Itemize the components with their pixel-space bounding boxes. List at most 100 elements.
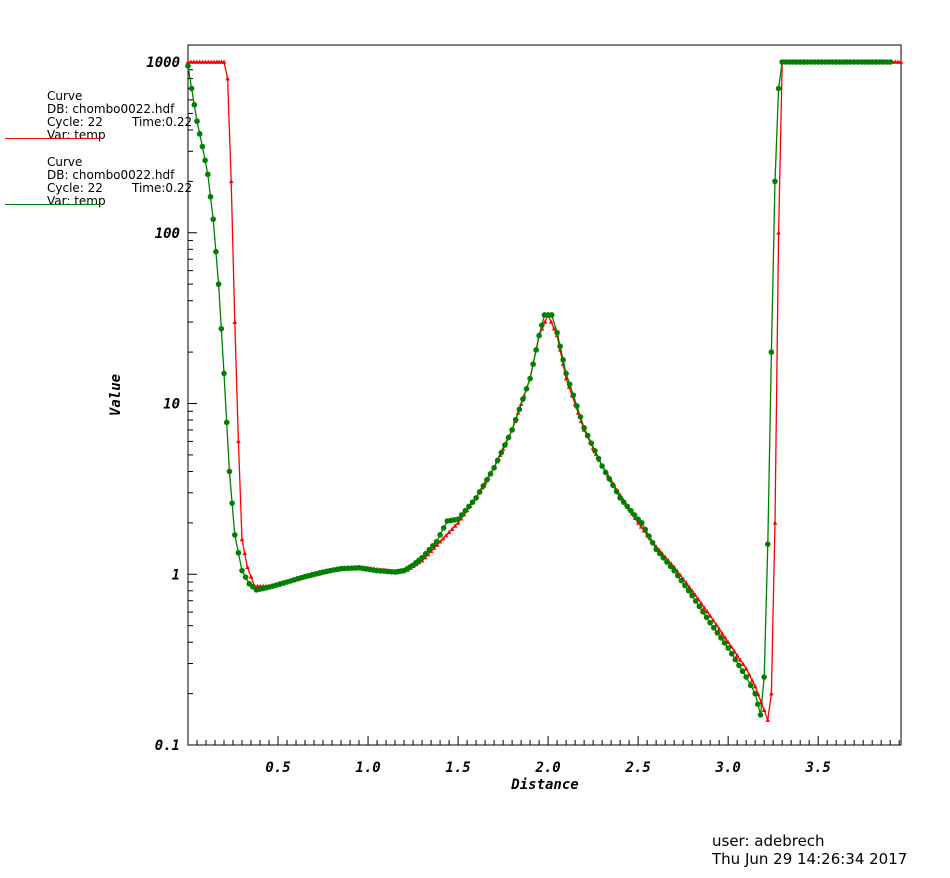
series-point-green bbox=[755, 701, 761, 708]
series-point-green bbox=[469, 499, 476, 505]
series-point-green bbox=[685, 587, 692, 594]
series-point-green bbox=[689, 592, 695, 599]
series-point-green bbox=[484, 477, 490, 483]
series-point-green bbox=[533, 347, 539, 353]
series-point-red bbox=[452, 523, 458, 528]
y-tick-label: 10 bbox=[163, 397, 180, 413]
series-point-green bbox=[595, 455, 602, 462]
series-point-red bbox=[248, 574, 254, 579]
series-point-green bbox=[419, 554, 425, 561]
series-point-green bbox=[714, 630, 721, 636]
legend-db: DB: chombo0022.hdf bbox=[47, 102, 175, 116]
series-point-green bbox=[747, 682, 754, 689]
series-point-green bbox=[703, 614, 710, 621]
series-point-green bbox=[191, 102, 198, 108]
y-axis-title: Value bbox=[108, 374, 124, 416]
series-point-green bbox=[620, 499, 627, 505]
series-point-red bbox=[551, 326, 557, 331]
series-point-green bbox=[887, 59, 893, 65]
series-point-green bbox=[221, 370, 227, 377]
series-point-red bbox=[200, 59, 205, 64]
series-point-green bbox=[752, 690, 758, 697]
legend-swatch-green bbox=[5, 204, 100, 205]
series-point-red bbox=[749, 678, 755, 683]
series-point-green bbox=[649, 539, 656, 546]
series-point-red bbox=[239, 536, 245, 542]
series-point-green bbox=[678, 577, 685, 584]
legend-time: Time:0.22 bbox=[132, 181, 193, 195]
series-point-green bbox=[458, 512, 465, 518]
series-point-green bbox=[728, 650, 735, 657]
series-point-green bbox=[574, 403, 580, 409]
x-tick-label: 3.0 bbox=[715, 760, 741, 776]
series-point-red bbox=[242, 550, 248, 556]
series-point-green bbox=[557, 343, 563, 350]
series-point-red bbox=[671, 564, 677, 569]
series-point-green bbox=[613, 488, 620, 495]
series-point-green bbox=[635, 516, 641, 523]
series-point-green bbox=[223, 419, 230, 426]
series-point-green bbox=[512, 416, 519, 423]
series-point-red bbox=[228, 178, 234, 184]
series-point-red bbox=[443, 532, 449, 538]
series-point-green bbox=[235, 549, 242, 556]
series-point-red bbox=[208, 59, 214, 64]
legend-db: DB: chombo0022.hdf bbox=[47, 168, 175, 182]
series-point-green bbox=[610, 482, 616, 488]
legend-cycle: Cycle: 22 bbox=[47, 115, 103, 129]
series-point-green bbox=[536, 332, 542, 339]
series-point-red bbox=[446, 529, 452, 535]
series-point-green bbox=[667, 563, 674, 570]
series-point-green bbox=[599, 463, 605, 469]
series-point-red bbox=[898, 59, 904, 64]
series-point-green bbox=[527, 375, 533, 382]
x-tick-label: 0.5 bbox=[265, 760, 290, 776]
series-point-green bbox=[422, 550, 429, 557]
series-point-green bbox=[185, 63, 191, 69]
series-point-green bbox=[584, 432, 591, 439]
series-point-green bbox=[624, 503, 631, 510]
legend-var: Var: temp bbox=[47, 128, 106, 142]
series-point-green bbox=[566, 381, 573, 388]
series-point-green bbox=[426, 546, 433, 553]
series-point-green bbox=[516, 406, 523, 413]
series-point-green bbox=[502, 442, 508, 448]
series-point-green bbox=[476, 489, 483, 495]
series-point-red bbox=[205, 59, 211, 64]
series-point-green bbox=[462, 507, 469, 514]
series-point-green bbox=[215, 281, 222, 287]
series-point-green bbox=[775, 85, 782, 92]
series-point-red bbox=[772, 520, 778, 525]
series-point-green bbox=[229, 500, 235, 506]
series-point-green bbox=[466, 503, 472, 510]
series-point-green bbox=[646, 533, 652, 539]
series-point-red bbox=[455, 520, 461, 525]
series-point-green bbox=[509, 427, 515, 433]
legend-title: Curve bbox=[47, 155, 83, 169]
series-point-green bbox=[674, 572, 681, 579]
series-point-green bbox=[768, 349, 775, 355]
series-point-red bbox=[895, 59, 901, 64]
series-point-green bbox=[194, 118, 200, 125]
series-point-green bbox=[523, 386, 530, 392]
series-point-green bbox=[494, 457, 501, 464]
series-point-green bbox=[196, 131, 203, 137]
series-point-green bbox=[570, 392, 577, 399]
x-tick-label: 2.5 bbox=[624, 760, 650, 776]
series-point-red bbox=[202, 59, 208, 64]
series-point-green bbox=[577, 414, 584, 420]
series-point-green bbox=[433, 538, 440, 545]
series-point-red bbox=[740, 661, 746, 667]
series-point-red bbox=[719, 630, 725, 636]
series-point-green bbox=[656, 550, 663, 557]
legend-swatch-red bbox=[5, 138, 100, 139]
series-point-green bbox=[692, 598, 699, 604]
series-point-red bbox=[185, 59, 191, 64]
series-point-red bbox=[245, 564, 250, 569]
series-point-green bbox=[696, 603, 703, 610]
series-point-red bbox=[761, 707, 767, 712]
series-point-green bbox=[487, 471, 494, 477]
series-point-green bbox=[530, 361, 536, 368]
series-point-red bbox=[686, 584, 692, 589]
